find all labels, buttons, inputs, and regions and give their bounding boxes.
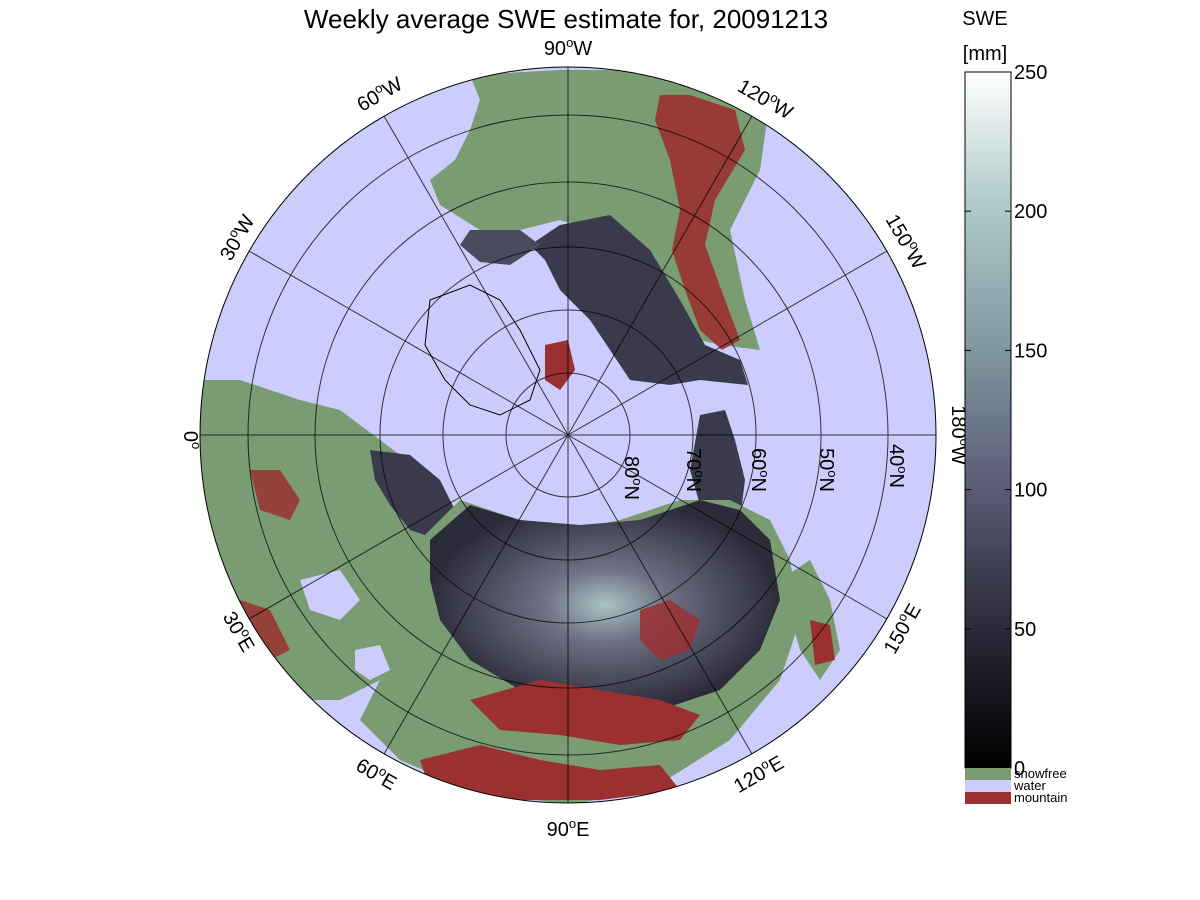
lat-label-40n: 40oN [885, 444, 910, 488]
colorbar: SWE [mm] 0 50 100 150 200 250 snowfreewatermo… [962, 8, 1067, 805]
legend-swatch-water [965, 780, 1011, 792]
europe-mountain [240, 470, 300, 660]
legend-label-water: water [1013, 778, 1046, 793]
himalaya-mountain [420, 745, 680, 800]
polar-map [200, 67, 936, 803]
colorbar-tick-label: 0 [1014, 758, 1025, 780]
baltic-sea [300, 570, 360, 620]
colorbar-title: SWE [962, 8, 1008, 30]
map-title: Weekly average SWE estimate for, 2009121… [304, 4, 828, 34]
lat-label-70n: 70oN [682, 448, 707, 492]
colorbar-tick-label: 150 [1014, 340, 1047, 362]
rockies-mountain [655, 95, 745, 350]
legend-label-mountain: mountain [1014, 790, 1067, 805]
meridian-150w-30e [248, 250, 888, 620]
map-boundary [199, 66, 937, 804]
lon-label-0: 0o [179, 431, 204, 449]
scandinavia-snow [370, 450, 455, 540]
kamchatka-mountain [810, 620, 835, 665]
black-sea [355, 645, 390, 680]
colorbar-tick-label: 100 [1014, 480, 1047, 502]
lon-label-90w: 90oW [544, 35, 592, 60]
graticule [200, 67, 936, 803]
asia-mountain-north [640, 600, 700, 660]
legend-swatch-snowfree [965, 768, 1011, 780]
colorbar-tick-label: 250 [1014, 62, 1047, 84]
latitude-labels: 80oN 70oN 60oN 50oN 40oN [620, 444, 910, 500]
colorbar-tick-label: 200 [1014, 201, 1047, 223]
legend-label-snowfree: snowfree [1014, 766, 1067, 781]
colorbar-unit: [mm] [963, 43, 1007, 65]
colorbar-ticks: 0 50 100 150 200 250 [965, 62, 1047, 780]
lat-label-80n: 80oN [620, 456, 645, 500]
lat-label-60n: 60oN [747, 448, 772, 492]
legend-swatch-mountain [965, 792, 1011, 804]
canada-snow-patch [460, 230, 540, 265]
asia-mountain-south [470, 680, 700, 745]
colorbar-gradient [964, 71, 1012, 769]
lon-label-180w: 180oW [947, 405, 972, 465]
north-america-snow [530, 215, 748, 385]
colorbar-tick-label: 50 [1014, 619, 1036, 641]
greenland [424, 284, 541, 416]
lat-label-50n: 50oN [815, 448, 840, 492]
lon-label-90e: 90oE [547, 816, 590, 841]
siberia-snow [430, 500, 780, 710]
